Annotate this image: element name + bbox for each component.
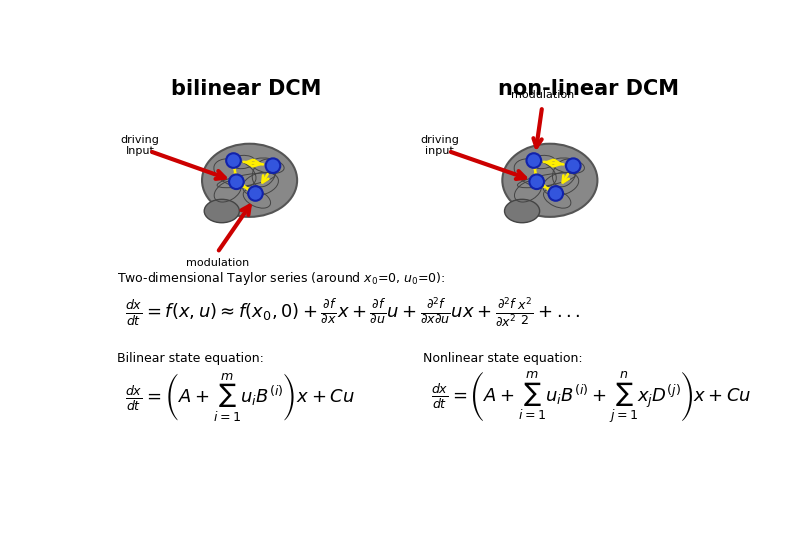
Ellipse shape — [204, 199, 239, 222]
Text: driving
input: driving input — [420, 135, 459, 157]
Circle shape — [548, 186, 563, 201]
Circle shape — [248, 186, 262, 201]
Circle shape — [266, 158, 280, 173]
Text: modulation: modulation — [185, 258, 249, 268]
Ellipse shape — [505, 199, 539, 222]
Text: non-linear DCM: non-linear DCM — [498, 79, 679, 99]
Ellipse shape — [502, 144, 598, 217]
Circle shape — [530, 174, 544, 189]
Text: Bilinear state equation:: Bilinear state equation: — [117, 353, 264, 366]
Circle shape — [226, 153, 241, 168]
Text: Two-dimensional Taylor series (around $x_0$=0, $u_0$=0):: Two-dimensional Taylor series (around $x… — [117, 271, 446, 287]
Text: $\frac{dx}{dt} = f(x,u) \approx f(x_0,0) + \frac{\partial f}{\partial x}x + \fra: $\frac{dx}{dt} = f(x,u) \approx f(x_0,0)… — [125, 296, 580, 329]
Text: $\frac{dx}{dt} = \left(A + \sum_{i=1}^{m} u_i B^{(i)}\right)x + Cu$: $\frac{dx}{dt} = \left(A + \sum_{i=1}^{m… — [125, 372, 355, 423]
Circle shape — [566, 158, 581, 173]
Circle shape — [229, 174, 244, 189]
Text: $\frac{dx}{dt} = \left(A + \sum_{i=1}^{m} u_i B^{(i)} + \sum_{j=1}^{n} x_j D^{(j: $\frac{dx}{dt} = \left(A + \sum_{i=1}^{m… — [431, 370, 751, 425]
Ellipse shape — [202, 144, 297, 217]
Text: bilinear DCM: bilinear DCM — [171, 79, 321, 99]
Text: Nonlinear state equation:: Nonlinear state equation: — [423, 353, 582, 366]
Text: modulation: modulation — [510, 90, 573, 100]
Text: driving
Input: driving Input — [121, 135, 160, 157]
Circle shape — [526, 153, 541, 168]
